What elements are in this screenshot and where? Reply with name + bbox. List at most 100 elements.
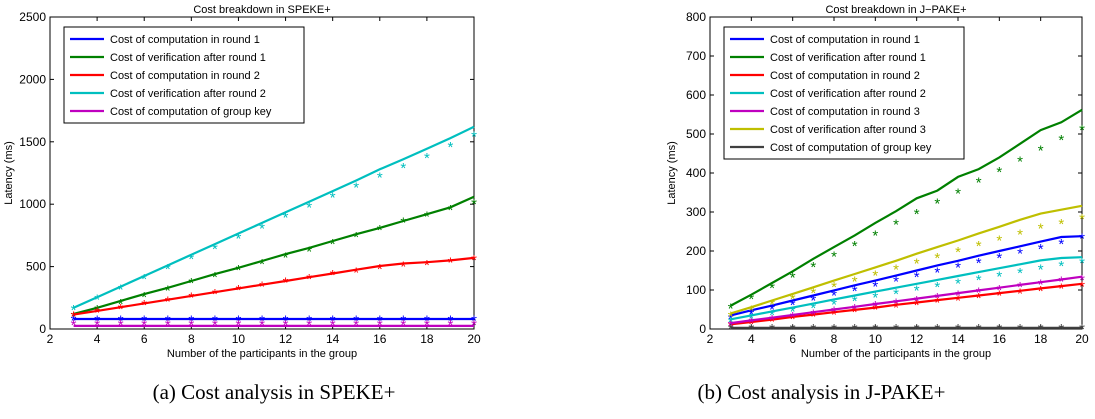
- data-point-3: *: [976, 290, 982, 307]
- x-tick-label: 10: [232, 332, 246, 346]
- data-point-6: *: [1038, 221, 1044, 238]
- legend-entry: Cost of computation in round 3: [770, 106, 920, 118]
- data-point-3: *: [1058, 281, 1064, 298]
- data-point-5: *: [377, 317, 383, 334]
- data-point-2: *: [728, 301, 734, 318]
- data-point-2: *: [400, 215, 406, 232]
- data-point-2: *: [1079, 122, 1085, 139]
- data-point-5: *: [424, 317, 430, 334]
- data-point-4: *: [283, 210, 289, 227]
- legend-entry: Cost of verification after round 1: [770, 52, 926, 64]
- data-point-4: *: [1017, 265, 1023, 282]
- y-axis-label: Latency (ms): [3, 141, 15, 205]
- data-point-7: *: [996, 321, 1002, 338]
- data-point-6: *: [872, 267, 878, 284]
- data-point-2: *: [377, 222, 383, 239]
- data-point-3: *: [810, 309, 816, 326]
- data-point-4: *: [934, 279, 940, 296]
- data-point-5: *: [1017, 279, 1023, 296]
- data-point-5: *: [831, 304, 837, 321]
- y-tick-label: 2000: [19, 72, 46, 86]
- y-tick-label: 0: [39, 322, 46, 336]
- data-point-4: *: [1058, 258, 1064, 275]
- data-point-4: *: [259, 220, 265, 237]
- data-point-7: *: [728, 321, 734, 338]
- series-line-4: [73, 125, 475, 309]
- data-point-2: *: [810, 259, 816, 276]
- data-point-1: *: [377, 313, 383, 330]
- data-point-4: *: [976, 272, 982, 289]
- x-tick-label: 6: [141, 332, 148, 346]
- data-point-3: *: [1038, 283, 1044, 300]
- data-point-2: *: [872, 228, 878, 245]
- x-tick-label: 16: [993, 332, 1007, 346]
- y-tick-label: 0: [699, 322, 706, 336]
- data-point-2: *: [831, 249, 837, 266]
- data-point-6: *: [790, 291, 796, 308]
- data-point-5: *: [400, 317, 406, 334]
- x-tick-label: 16: [373, 332, 387, 346]
- data-point-1: *: [471, 313, 477, 330]
- data-point-6: *: [1079, 211, 1085, 228]
- y-tick-label: 1500: [19, 135, 46, 149]
- data-point-4: *: [118, 281, 124, 298]
- series-line-6: [730, 204, 1083, 315]
- data-point-4: *: [769, 307, 775, 324]
- data-point-5: *: [188, 317, 194, 334]
- data-point-4: *: [1079, 255, 1085, 272]
- x-tick-label: 12: [279, 332, 293, 346]
- data-point-5: *: [71, 317, 77, 334]
- data-point-6: *: [748, 303, 754, 320]
- data-point-3: *: [94, 305, 100, 322]
- data-point-6: *: [996, 232, 1002, 249]
- data-point-3: *: [1079, 278, 1085, 295]
- data-point-3: *: [330, 267, 336, 284]
- data-point-6: *: [769, 297, 775, 314]
- data-point-2: *: [852, 238, 858, 255]
- data-point-3: *: [212, 286, 218, 303]
- data-point-1: *: [1058, 236, 1064, 253]
- series-line-1: [730, 235, 1083, 317]
- data-point-2: *: [1038, 143, 1044, 160]
- data-point-2: *: [424, 208, 430, 225]
- data-point-3: *: [914, 297, 920, 314]
- data-point-2: *: [212, 269, 218, 286]
- data-point-4: *: [141, 271, 147, 288]
- x-tick-label: 10: [869, 332, 883, 346]
- data-point-4: *: [872, 290, 878, 307]
- data-point-5: *: [448, 317, 454, 334]
- data-point-1: *: [955, 260, 961, 277]
- data-point-5: *: [259, 317, 265, 334]
- data-point-5: *: [790, 309, 796, 326]
- x-tick-label: 12: [910, 332, 924, 346]
- x-tick-label: 4: [748, 332, 755, 346]
- y-tick-label: 300: [686, 205, 706, 219]
- data-point-6: *: [810, 285, 816, 302]
- data-point-1: *: [71, 313, 77, 330]
- data-point-3: *: [1017, 285, 1023, 302]
- data-point-3: *: [934, 295, 940, 312]
- data-point-2: *: [955, 186, 961, 203]
- data-point-6: *: [976, 238, 982, 255]
- data-point-1: *: [1017, 246, 1023, 263]
- data-point-2: *: [165, 283, 171, 300]
- legend-entry: Cost of computation in round 1: [770, 34, 920, 46]
- x-tick-label: 8: [831, 332, 838, 346]
- data-point-5: *: [236, 317, 242, 334]
- legend-entry: Cost of computation of group key: [770, 142, 932, 154]
- y-tick-label: 1000: [19, 197, 46, 211]
- data-point-5: *: [769, 312, 775, 329]
- data-point-4: *: [831, 297, 837, 314]
- x-tick-label: 20: [467, 332, 481, 346]
- y-tick-label: 400: [686, 166, 706, 180]
- series-line-5: [730, 275, 1083, 325]
- x-tick-label: 2: [47, 332, 54, 346]
- x-axis-label: Number of the participants in the group: [167, 348, 357, 360]
- data-point-4: *: [94, 291, 100, 308]
- data-point-1: *: [769, 302, 775, 319]
- data-point-7: *: [1017, 321, 1023, 338]
- data-point-6: *: [852, 273, 858, 290]
- data-point-5: *: [810, 306, 816, 323]
- data-point-1: *: [728, 311, 734, 328]
- data-point-5: *: [1058, 274, 1064, 291]
